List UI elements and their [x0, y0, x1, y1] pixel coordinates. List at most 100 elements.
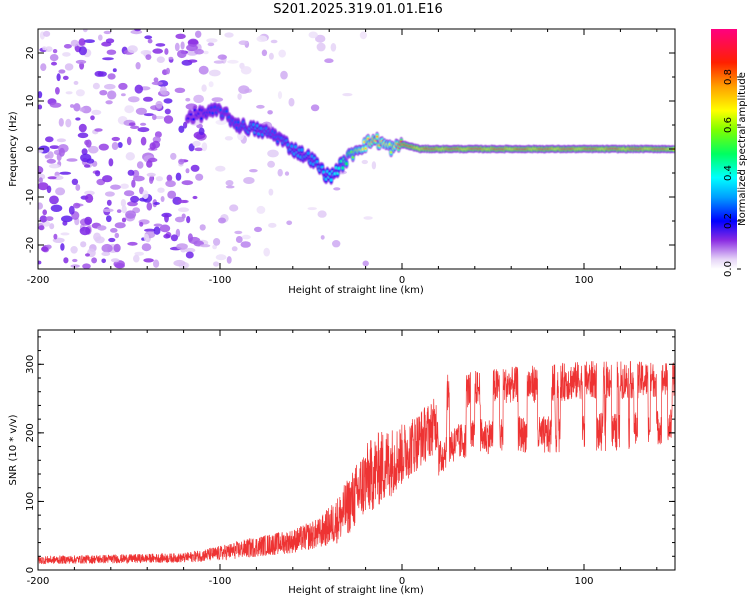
noise-blob: [181, 213, 186, 219]
noise-blob: [68, 205, 75, 215]
noise-blob: [101, 243, 113, 253]
ridge-core: [375, 135, 379, 139]
noise-blob: [38, 91, 43, 99]
noise-blob: [186, 216, 191, 224]
noise-blob: [238, 85, 250, 94]
y-tick-label: -10: [25, 189, 36, 205]
colorbar-label: Normalized spectral amplitude: [737, 72, 748, 226]
noise-blob: [238, 40, 249, 45]
noise-blob: [235, 236, 243, 243]
noise-blob: [120, 183, 129, 189]
ridge-core: [329, 178, 333, 182]
noise-blob: [63, 257, 69, 264]
noise-blob: [70, 264, 80, 268]
spectrogram-y-label: Frequency (Hz): [8, 111, 19, 187]
noise-blob: [38, 177, 43, 184]
noise-blob: [127, 169, 135, 176]
noise-blob: [81, 105, 92, 114]
noise-blob: [49, 102, 62, 108]
spectrogram-x-label: Height of straight line (km): [288, 285, 424, 296]
colorbar-tick-label: 0.6: [723, 117, 734, 133]
noise-blob: [114, 232, 120, 239]
noise-blob: [226, 256, 232, 264]
noise-blob: [114, 263, 125, 269]
noise-blob: [38, 260, 42, 265]
noise-blob: [49, 145, 60, 150]
noise-blob: [161, 91, 169, 96]
noise-blob: [208, 69, 221, 77]
noise-blob: [139, 221, 144, 227]
noise-blob: [134, 84, 143, 94]
ridge-core: [389, 150, 393, 154]
noise-blob: [146, 202, 153, 211]
noise-blob: [371, 161, 377, 170]
noise-blob: [58, 69, 66, 74]
noise-blob: [153, 259, 160, 268]
noise-blob: [268, 188, 274, 196]
noise-blob: [141, 243, 152, 252]
noise-blob: [178, 125, 185, 133]
noise-blob: [127, 241, 138, 246]
noise-blob: [108, 237, 116, 243]
noise-blob: [85, 253, 90, 257]
noise-blob: [170, 152, 177, 160]
noise-blob: [163, 115, 174, 124]
noise-blob: [149, 175, 154, 184]
spectrogram-x-axis: -200 -100 0 100: [27, 29, 658, 286]
noise-blob: [224, 136, 233, 141]
noise-blob: [116, 209, 122, 214]
x-tick-label: 100: [574, 275, 593, 286]
noise-blob: [207, 42, 215, 47]
noise-blob: [157, 187, 165, 193]
noise-blob: [213, 261, 220, 267]
noise-blob: [64, 63, 74, 71]
noise-blob: [175, 228, 181, 238]
noise-blob: [164, 213, 169, 223]
noise-blob: [84, 164, 91, 168]
noise-blob: [93, 232, 101, 242]
noise-blob: [143, 96, 153, 102]
noise-blob: [123, 190, 135, 197]
noise-blob: [268, 222, 277, 228]
noise-blob: [144, 228, 156, 232]
noise-blob: [78, 46, 87, 56]
noise-blob: [83, 29, 88, 33]
noise-blob: [218, 217, 226, 224]
noise-blob: [215, 254, 227, 261]
snr-x-axis: -200 -100 0 100: [27, 330, 658, 587]
noise-blob: [113, 243, 121, 253]
noise-blob: [307, 207, 317, 211]
y-tick-label: 10: [25, 95, 36, 108]
noise-blob: [170, 234, 178, 242]
colorbar-tick-label: 0.8: [723, 69, 734, 85]
noise-blob: [43, 30, 51, 37]
noise-blob: [99, 90, 108, 96]
noise-blob: [174, 42, 180, 52]
noise-blob: [73, 80, 79, 85]
noise-blob: [152, 114, 157, 121]
noise-blob: [130, 125, 140, 129]
noise-blob: [59, 171, 72, 175]
noise-blob: [75, 59, 87, 64]
noise-blob: [146, 160, 153, 168]
noise-blob: [38, 148, 44, 154]
noise-blob: [175, 172, 182, 181]
noise-blob: [206, 38, 218, 43]
noise-blob: [215, 165, 226, 172]
noise-blob: [229, 204, 239, 212]
noise-blob: [199, 224, 206, 231]
y-tick-label: 20: [25, 47, 36, 60]
noise-blob: [198, 127, 205, 136]
noise-blob: [143, 233, 150, 242]
noise-blob: [125, 152, 135, 161]
noise-blob: [280, 70, 288, 80]
noise-blob: [66, 158, 78, 162]
noise-blob: [106, 49, 117, 55]
spectrogram-y-axis: -20 -10 0 10 20: [25, 28, 675, 270]
noise-blob: [135, 61, 141, 70]
noise-blob: [186, 44, 198, 52]
noise-blob: [104, 83, 116, 90]
noise-blob: [78, 123, 87, 133]
noise-blob: [324, 58, 334, 63]
